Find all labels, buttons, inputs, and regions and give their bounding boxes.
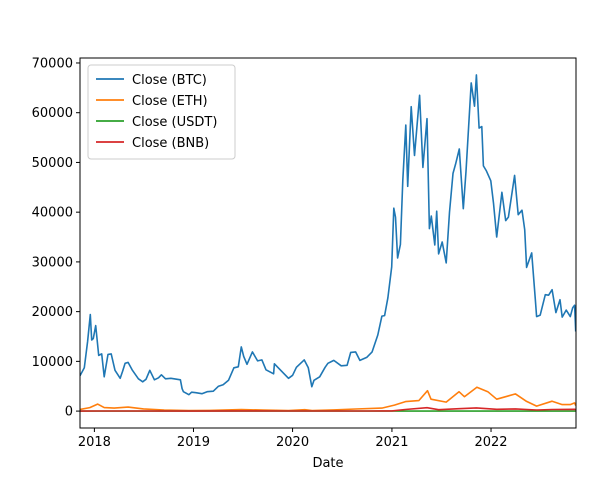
x-tick-label: 2020	[276, 435, 309, 450]
y-axis: 0 10000 20000 30000 40000 50000 60000 70000	[32, 56, 80, 420]
y-tick-label: 0	[65, 405, 73, 420]
y-tick-label: 20000	[32, 305, 73, 320]
series-lines	[80, 74, 576, 412]
y-tick-label: 70000	[32, 56, 73, 71]
legend: Close (BTC) Close (ETH) Close (USDT) Close …	[87, 64, 236, 160]
legend-label-1: Close (ETH)	[132, 94, 208, 109]
y-tick-label: 10000	[32, 355, 73, 370]
y-tick-label: 60000	[32, 106, 73, 121]
series-line-3	[80, 406, 576, 412]
y-tick-label: 50000	[32, 156, 73, 171]
legend-label-2: Close (USDT)	[132, 115, 217, 130]
x-tick-label: 2022	[474, 435, 507, 450]
plot-frame	[79, 57, 577, 429]
legend-label-3: Close (BNB)	[132, 136, 209, 151]
x-axis: 2018 2019 2020 2021 2022	[78, 428, 508, 450]
legend-box	[87, 64, 236, 160]
x-tick-label: 2018	[78, 435, 111, 450]
x-axis-label: Date	[312, 456, 343, 471]
y-tick-label: 30000	[32, 255, 73, 270]
x-tick-label: 2019	[177, 435, 210, 450]
legend-label-0: Close (BTC)	[132, 73, 207, 88]
x-tick-label: 2021	[375, 435, 408, 450]
series-line-0	[80, 74, 576, 396]
y-tick-label: 40000	[32, 206, 73, 221]
series-line-1	[80, 386, 576, 412]
